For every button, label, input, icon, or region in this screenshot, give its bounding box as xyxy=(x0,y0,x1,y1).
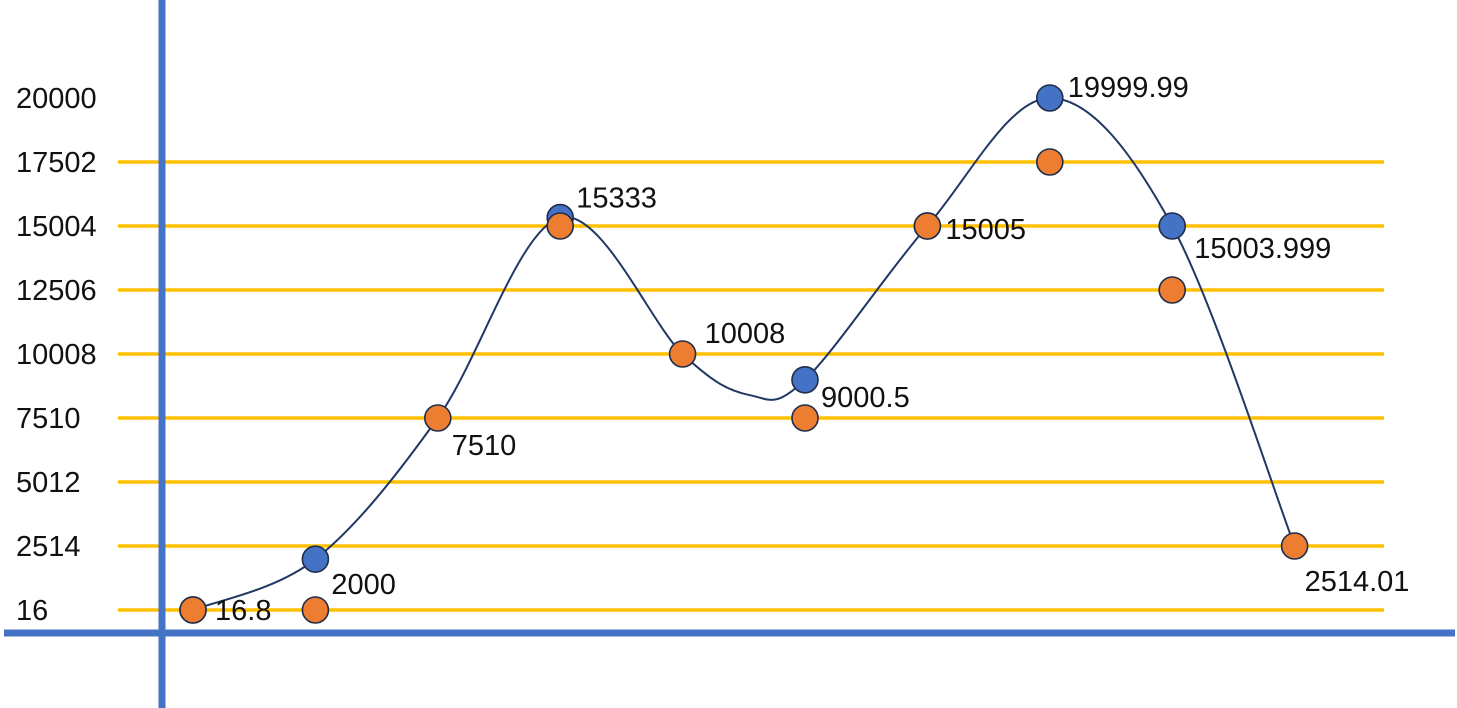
orange-marker xyxy=(1158,276,1186,304)
y-tick-label: 2514 xyxy=(16,531,81,563)
markers xyxy=(179,84,1309,624)
blue-marker xyxy=(1036,84,1064,112)
orange-marker xyxy=(179,596,207,624)
data-label: 2514.01 xyxy=(1305,566,1410,598)
orange-marker xyxy=(301,596,330,624)
y-tick-label: 17502 xyxy=(16,147,97,179)
data-label: 15333 xyxy=(576,183,657,215)
data-label: 16.8 xyxy=(215,595,271,627)
data-label: 15003.999 xyxy=(1194,233,1331,265)
blue-marker xyxy=(1158,212,1186,240)
data-label: 15005 xyxy=(945,214,1026,246)
y-tick-label: 16 xyxy=(16,595,48,627)
smooth-curve-group xyxy=(192,97,1296,611)
data-label: 7510 xyxy=(452,430,517,462)
y-tick-label: 15004 xyxy=(16,211,97,243)
y-tick-label: 10008 xyxy=(16,339,97,371)
y-tick-label: 12506 xyxy=(16,275,97,307)
orange-marker xyxy=(1036,148,1064,176)
y-tick-label: 20000 xyxy=(16,83,97,115)
data-label: 19999.99 xyxy=(1068,72,1189,104)
orange-marker xyxy=(423,404,452,432)
orange-marker xyxy=(546,212,575,240)
data-label: 9000.5 xyxy=(821,382,910,414)
y-tick-label: 5012 xyxy=(16,467,81,499)
y-tick-labels: 16 2514 5012 7510 10008 12506 15004 17502 20000 xyxy=(16,83,97,627)
orange-marker xyxy=(913,212,942,240)
gridlines xyxy=(118,160,1384,612)
orange-marker xyxy=(1280,532,1309,560)
blue-marker xyxy=(791,366,819,394)
data-labels: 16.8 2000 7510 15333 10008 9000.5 15005 19999.9… xyxy=(215,72,1409,627)
axes xyxy=(4,0,1455,708)
data-label: 10008 xyxy=(705,318,786,350)
data-label: 2000 xyxy=(331,569,396,601)
blue-marker xyxy=(301,545,330,573)
orange-marker xyxy=(668,340,697,368)
y-tick-label: 7510 xyxy=(16,403,81,435)
smooth-curve xyxy=(192,97,1296,611)
orange-marker xyxy=(791,404,819,432)
